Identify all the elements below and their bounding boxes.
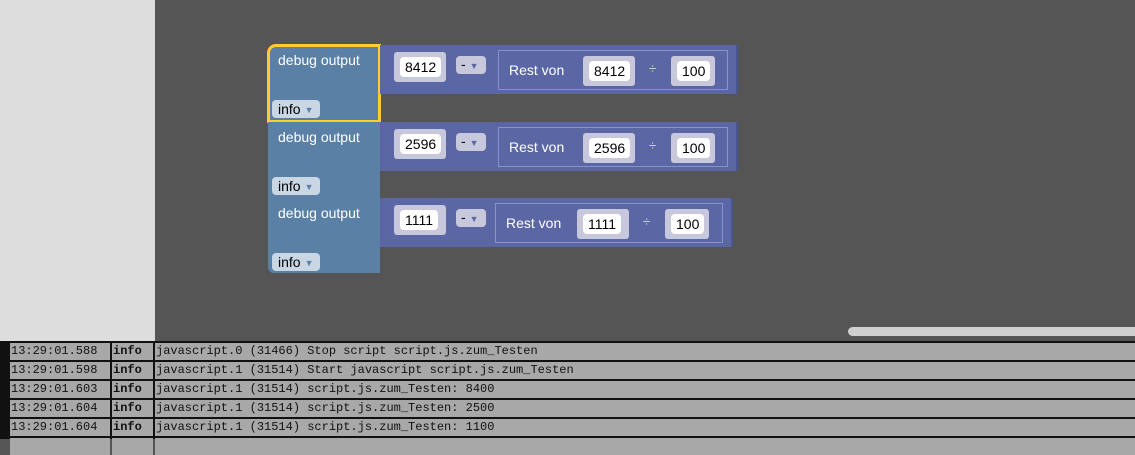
number-field[interactable]: 8412 — [400, 57, 442, 77]
log-time: 13:29:01.604 — [10, 400, 110, 417]
debug-output-label: debug output — [278, 129, 360, 145]
dropdown-arrow-icon: ▼ — [304, 258, 314, 269]
number-block[interactable]: 1111 — [394, 205, 446, 235]
dividend-block[interactable]: 2596 — [583, 133, 635, 163]
log-time: 13:29:01.604 — [10, 419, 110, 436]
log-message: javascript.1 (31514) script.js.zum_Teste… — [155, 419, 1135, 436]
remainder-block[interactable]: Rest von 8412 ÷ 100 — [498, 50, 728, 90]
log-row: 13:29:01.604 info javascript.1 (31514) scr… — [10, 419, 1135, 436]
dropdown-arrow-icon: ▼ — [304, 182, 314, 193]
divisor-block[interactable]: 100 — [665, 209, 709, 239]
dividend-block[interactable]: 8412 — [583, 56, 635, 86]
log-row: 13:29:01.603 info javascript.1 (31514) scr… — [10, 381, 1135, 398]
number-field[interactable]: 2596 — [400, 134, 442, 154]
number-field[interactable]: 1111 — [400, 210, 439, 230]
remainder-label: Rest von — [509, 139, 565, 155]
log-time: 13:29:01.598 — [10, 362, 110, 379]
divide-symbol: ÷ — [649, 138, 657, 153]
log-row — [10, 438, 1135, 455]
dropdown-arrow-icon: ▼ — [469, 138, 479, 148]
horizontal-scrollbar[interactable] — [848, 327, 1135, 336]
subtract-block[interactable]: 1111 - ▼ Rest von 1111 ÷ 100 — [380, 198, 733, 247]
divide-symbol: ÷ — [643, 214, 651, 229]
number-block[interactable]: 8412 — [394, 52, 446, 82]
log-panel: 13:29:01.588 info javascript.0 (31466) Sto… — [0, 341, 1135, 455]
subtract-block[interactable]: 8412 - ▼ Rest von 8412 ÷ 100 — [380, 45, 738, 94]
log-level-dropdown[interactable]: info ▼ — [272, 177, 320, 195]
operator-value: - — [461, 209, 466, 225]
remainder-block[interactable]: Rest von 1111 ÷ 100 — [495, 203, 723, 243]
dropdown-arrow-icon: ▼ — [304, 105, 314, 116]
debug-block-body[interactable]: debug output info ▼ — [268, 198, 380, 273]
remainder-label: Rest von — [506, 215, 562, 231]
divisor-field[interactable]: 100 — [671, 214, 705, 234]
operator-dropdown[interactable]: - ▼ — [456, 56, 486, 74]
log-row: 13:29:01.598 info javascript.1 (31514) Sta… — [10, 362, 1135, 379]
number-block[interactable]: 2596 — [394, 129, 446, 159]
log-level: info — [112, 362, 153, 379]
log-level: info — [112, 381, 153, 398]
log-message: javascript.1 (31514) script.js.zum_Teste… — [155, 400, 1135, 417]
dividend-block[interactable]: 1111 — [577, 209, 629, 239]
dividend-field[interactable]: 1111 — [583, 214, 622, 234]
log-level-value: info — [278, 101, 301, 117]
log-level: info — [112, 419, 153, 436]
log-level-value: info — [278, 178, 301, 194]
operator-value: - — [461, 133, 466, 149]
dropdown-arrow-icon: ▼ — [469, 61, 479, 71]
divisor-block[interactable]: 100 — [671, 133, 715, 163]
dropdown-arrow-icon: ▼ — [469, 214, 479, 224]
log-level-value: info — [278, 254, 301, 270]
dividend-field[interactable]: 2596 — [589, 138, 631, 158]
remainder-label: Rest von — [509, 62, 565, 78]
debug-output-label: debug output — [278, 52, 360, 68]
divisor-field[interactable]: 100 — [677, 138, 711, 158]
log-row: 13:29:01.588 info javascript.0 (31466) Sto… — [10, 343, 1135, 360]
log-level-dropdown[interactable]: info ▼ — [272, 100, 320, 118]
log-time: 13:29:01.588 — [10, 343, 110, 360]
log-message: javascript.1 (31514) Start javascript sc… — [155, 362, 1135, 379]
operator-dropdown[interactable]: - ▼ — [456, 209, 486, 227]
log-message: javascript.1 (31514) script.js.zum_Teste… — [155, 381, 1135, 398]
operator-value: - — [461, 56, 466, 72]
divisor-block[interactable]: 100 — [671, 56, 715, 86]
remainder-block[interactable]: Rest von 2596 ÷ 100 — [498, 127, 728, 167]
debug-output-label: debug output — [278, 205, 360, 221]
operator-dropdown[interactable]: - ▼ — [456, 133, 486, 151]
debug-block-body[interactable]: debug output info ▼ — [267, 44, 381, 123]
log-level: info — [112, 400, 153, 417]
dividend-field[interactable]: 8412 — [589, 61, 631, 81]
blockly-toolbox[interactable] — [0, 0, 155, 341]
divisor-field[interactable]: 100 — [677, 61, 711, 81]
log-message: javascript.0 (31466) Stop script script.… — [155, 343, 1135, 360]
debug-block-body[interactable]: debug output info ▼ — [268, 122, 380, 199]
log-level: info — [112, 343, 153, 360]
log-level-dropdown[interactable]: info ▼ — [272, 253, 320, 271]
subtract-block[interactable]: 2596 - ▼ Rest von 2596 ÷ 100 — [380, 122, 738, 171]
divide-symbol: ÷ — [649, 61, 657, 76]
log-time: 13:29:01.603 — [10, 381, 110, 398]
log-row: 13:29:01.604 info javascript.1 (31514) scr… — [10, 400, 1135, 417]
